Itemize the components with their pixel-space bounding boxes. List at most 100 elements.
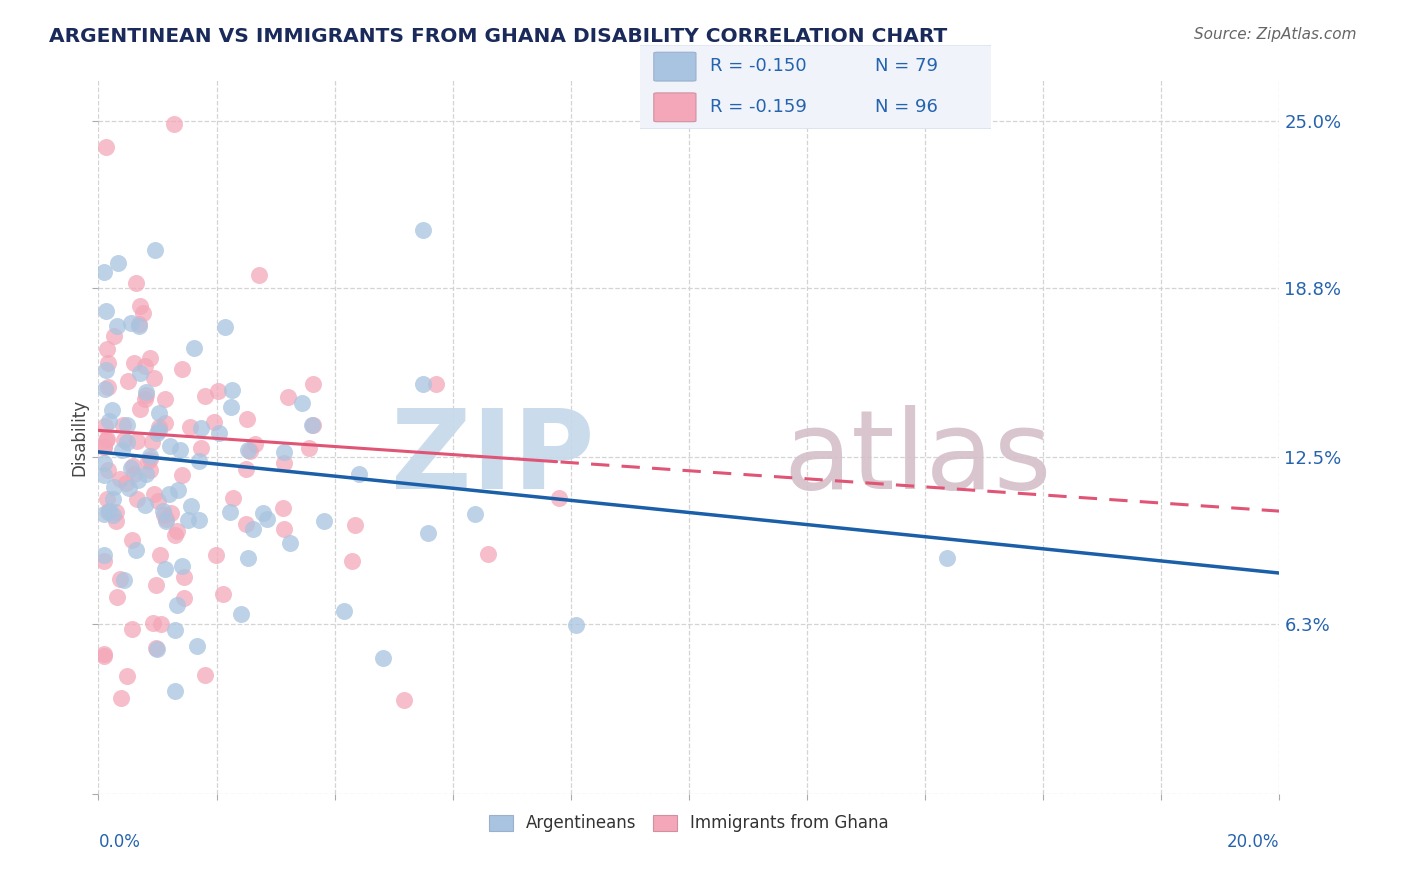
Point	[150, 617, 173, 632]
Text: R = -0.159: R = -0.159	[710, 98, 807, 116]
Point	[238, 442, 260, 457]
Point	[128, 402, 150, 417]
Point	[278, 535, 301, 549]
Point	[93, 457, 115, 471]
Point	[149, 548, 172, 562]
Point	[134, 392, 156, 407]
Point	[98, 503, 121, 517]
Point	[94, 139, 117, 153]
Point	[302, 417, 325, 432]
Point	[134, 498, 156, 512]
Point	[229, 607, 252, 621]
Point	[93, 507, 115, 521]
Point	[104, 505, 127, 519]
Point	[243, 437, 266, 451]
Point	[194, 389, 217, 403]
Point	[96, 432, 118, 446]
Point	[112, 573, 135, 587]
Point	[160, 506, 183, 520]
Point	[464, 507, 486, 521]
Point	[103, 508, 125, 523]
Point	[97, 356, 120, 370]
Point	[165, 684, 187, 698]
Point	[179, 420, 201, 434]
Text: ARGENTINEAN VS IMMIGRANTS FROM GHANA DISABILITY CORRELATION CHART: ARGENTINEAN VS IMMIGRANTS FROM GHANA DIS…	[49, 27, 948, 45]
Point	[94, 433, 117, 447]
Point	[219, 400, 242, 414]
Point	[143, 487, 166, 501]
Point	[125, 434, 148, 448]
Point	[122, 459, 145, 474]
Point	[207, 384, 229, 398]
Point	[129, 366, 152, 380]
Point	[118, 481, 141, 495]
Point	[371, 650, 394, 665]
Text: 0.0%: 0.0%	[98, 833, 141, 851]
Point	[235, 516, 257, 531]
Point	[202, 415, 225, 429]
Point	[125, 276, 148, 290]
Text: atlas: atlas	[783, 405, 1052, 512]
Point	[204, 548, 226, 562]
Point	[96, 342, 118, 356]
Point	[111, 442, 134, 457]
Point	[302, 377, 325, 392]
Point	[117, 435, 139, 450]
Point	[170, 558, 193, 573]
Point	[242, 522, 264, 536]
Point	[94, 304, 117, 318]
Point	[108, 472, 131, 486]
Point	[127, 473, 149, 487]
Point	[128, 299, 150, 313]
FancyBboxPatch shape	[637, 45, 995, 129]
Point	[297, 441, 319, 455]
Point	[252, 507, 274, 521]
Point	[155, 512, 177, 526]
Point	[110, 690, 132, 705]
Point	[93, 441, 115, 455]
Point	[936, 551, 959, 566]
Point	[173, 570, 195, 584]
Text: 20.0%: 20.0%	[1227, 833, 1279, 851]
Point	[183, 341, 205, 355]
Point	[138, 452, 160, 467]
Point	[312, 514, 335, 528]
Point	[412, 377, 434, 392]
Point	[249, 268, 271, 282]
Point	[416, 525, 439, 540]
Point	[177, 513, 200, 527]
Point	[115, 418, 138, 433]
Point	[93, 382, 115, 396]
Point	[236, 550, 259, 565]
Point	[146, 642, 169, 657]
Point	[128, 317, 150, 331]
Point	[122, 356, 145, 370]
Point	[135, 385, 157, 400]
Point	[125, 491, 148, 506]
Point	[105, 319, 128, 334]
Point	[112, 417, 135, 432]
Point	[301, 418, 323, 433]
Point	[170, 362, 193, 376]
Point	[152, 504, 174, 518]
Point	[187, 513, 209, 527]
Text: N = 79: N = 79	[876, 57, 938, 75]
Point	[155, 514, 177, 528]
Point	[139, 351, 162, 365]
Point	[153, 392, 176, 406]
Point	[190, 421, 212, 435]
Point	[93, 441, 115, 455]
Point	[159, 439, 181, 453]
Point	[131, 306, 153, 320]
Text: ZIP: ZIP	[391, 405, 595, 512]
Point	[145, 425, 167, 440]
Point	[291, 396, 314, 410]
Point	[239, 444, 262, 458]
Point	[273, 456, 295, 470]
Point	[190, 441, 212, 455]
FancyBboxPatch shape	[654, 53, 696, 81]
Point	[143, 370, 166, 384]
Point	[115, 668, 138, 682]
Point	[134, 359, 156, 373]
Point	[97, 462, 120, 476]
